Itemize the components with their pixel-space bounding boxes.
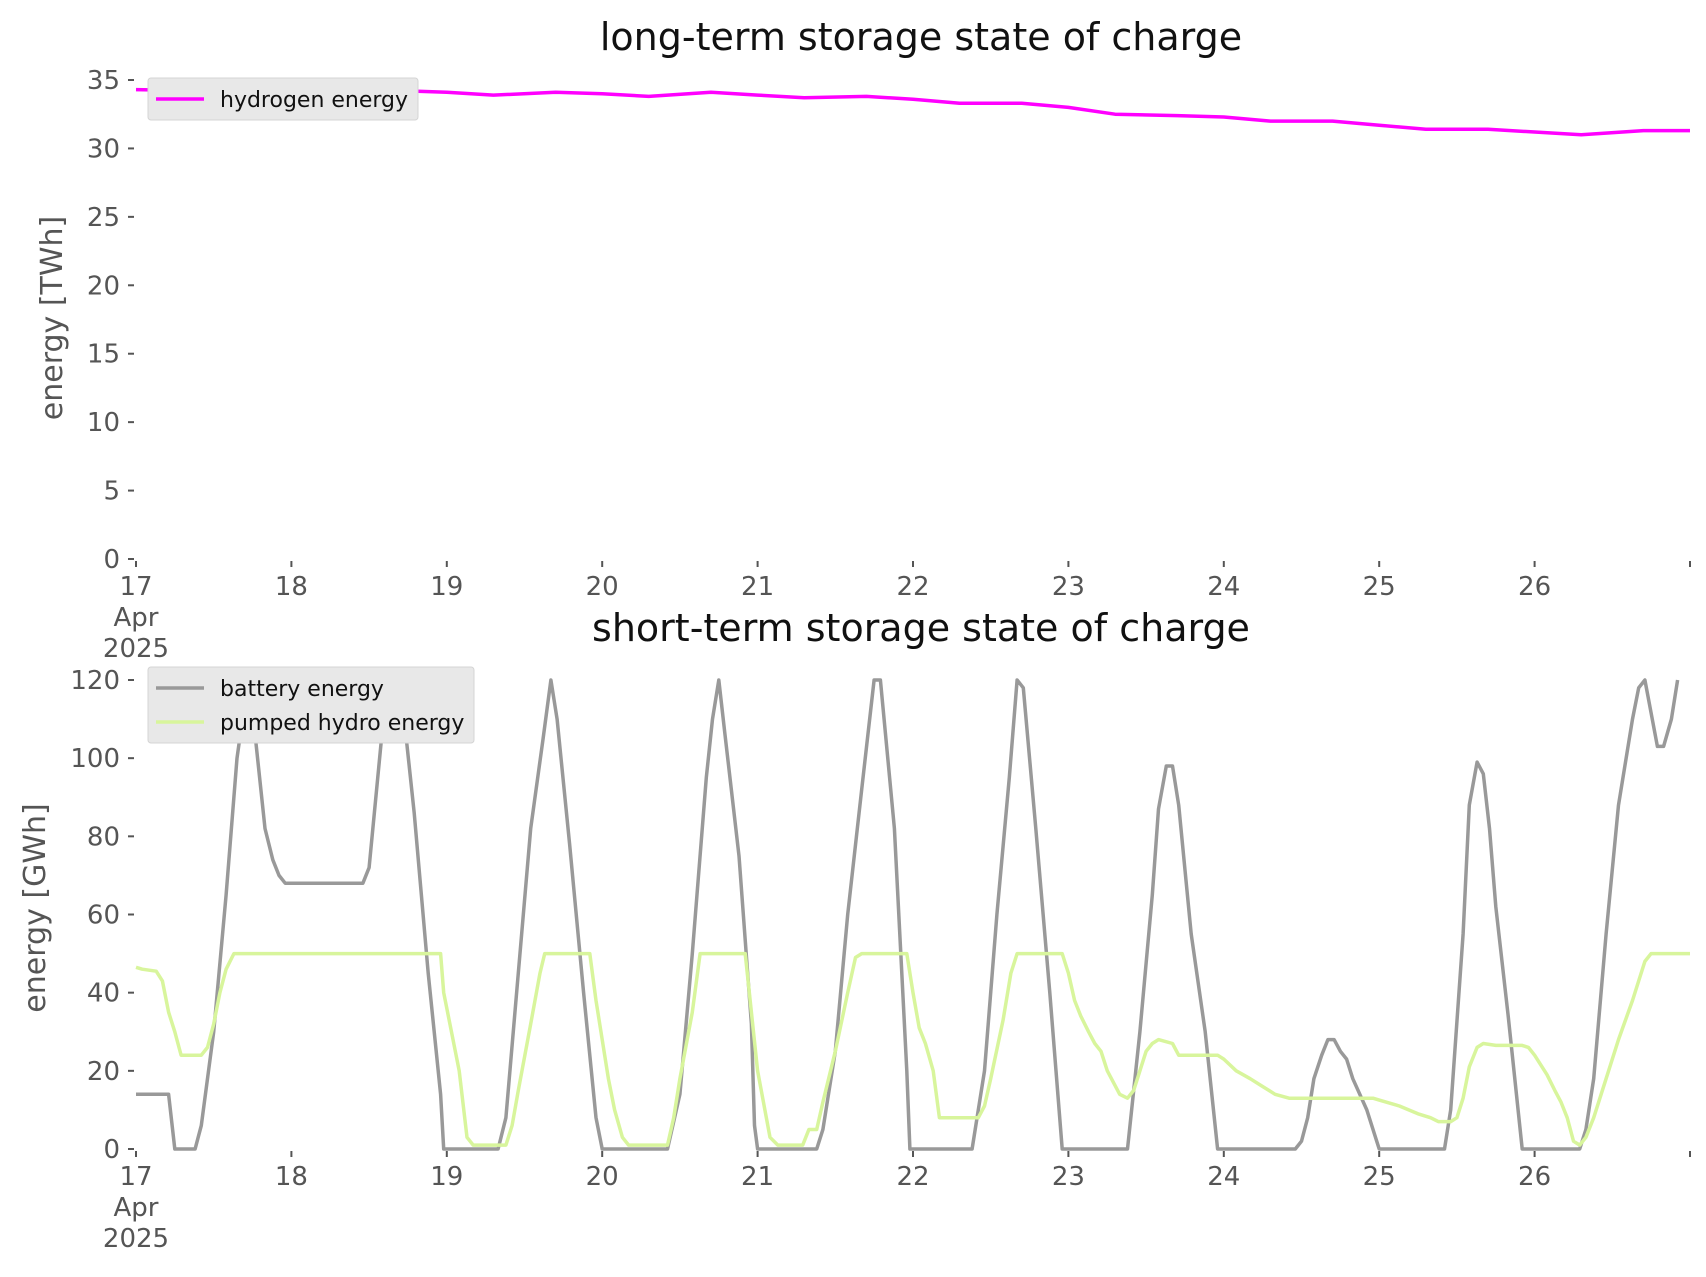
x-tick-label: 21 bbox=[741, 572, 774, 602]
x-tick-label: 25 bbox=[1363, 572, 1396, 602]
x-tick-label: 22 bbox=[896, 572, 929, 602]
x-tick-label: 20 bbox=[586, 572, 619, 602]
x-tick-label-line: 19 bbox=[430, 572, 463, 602]
y-tick-label: 20 bbox=[87, 271, 120, 301]
y-axis-ticks: 0 5 10 15 20 25 30 35 bbox=[87, 66, 134, 575]
x-tick-label-line: 25 bbox=[1363, 572, 1396, 602]
y-axis-label: energy [TWh] bbox=[35, 216, 70, 420]
y-axis-ticks: 0 20 40 60 80 100 120 bbox=[70, 666, 134, 1165]
legend-box bbox=[147, 77, 419, 121]
x-axis-ticks: 17 Apr 2025 18 19 20 21 22 23 24 25 26 bbox=[103, 561, 1691, 664]
x-tick-label: 18 bbox=[275, 1162, 308, 1192]
y-tick-label: 60 bbox=[87, 901, 120, 931]
x-tick-label-line: 23 bbox=[1052, 1162, 1085, 1192]
x-tick-label: 20 bbox=[586, 1162, 619, 1192]
series-line bbox=[135, 87, 1690, 137]
x-tick-label-line: 19 bbox=[430, 1162, 463, 1192]
series-line bbox=[135, 951, 1690, 1147]
x-tick-label-line: 24 bbox=[1207, 572, 1240, 602]
y-tick-label: 35 bbox=[87, 66, 120, 96]
x-tick-label: 26 bbox=[1518, 1162, 1551, 1192]
x-tick-label-line: 22 bbox=[896, 572, 929, 602]
x-tick-label-line: 25 bbox=[1363, 1162, 1396, 1192]
legend-entry: pumped hydro energy bbox=[220, 711, 464, 736]
y-tick-label: 20 bbox=[87, 1057, 120, 1087]
y-tick-label: 15 bbox=[87, 340, 120, 370]
x-tick-label: 18 bbox=[275, 572, 308, 602]
y-tick-label: 30 bbox=[87, 134, 120, 164]
x-tick-label: 17 Apr 2025 bbox=[103, 572, 169, 664]
x-tick-label-line: 2025 bbox=[103, 1224, 169, 1254]
x-tick-label: 19 bbox=[430, 1162, 463, 1192]
x-tick-label: 21 bbox=[741, 1162, 774, 1192]
series-lines bbox=[135, 87, 1690, 137]
y-tick-label: 80 bbox=[87, 822, 120, 852]
x-tick-label-line: 23 bbox=[1052, 572, 1085, 602]
y-axis-label: energy [GWh] bbox=[18, 803, 53, 1012]
x-tick-label-line: 24 bbox=[1207, 1162, 1240, 1192]
y-tick-label: 10 bbox=[87, 408, 120, 438]
x-tick-label-line: 17 bbox=[119, 1162, 152, 1192]
x-tick-label-line: 22 bbox=[896, 1162, 929, 1192]
x-tick-label-line: Apr bbox=[114, 603, 159, 633]
x-tick-label-line: 26 bbox=[1518, 572, 1551, 602]
x-axis-ticks: 17 Apr 2025 18 19 20 21 22 23 24 25 26 bbox=[103, 1151, 1691, 1254]
x-tick-label-line: Apr bbox=[114, 1193, 159, 1223]
x-tick-label: 25 bbox=[1363, 1162, 1396, 1192]
x-tick-label: 23 bbox=[1052, 572, 1085, 602]
x-tick-label-line: 18 bbox=[275, 1162, 308, 1192]
y-tick-label: 0 bbox=[103, 1135, 120, 1165]
y-tick-label: 25 bbox=[87, 203, 120, 233]
legend-box bbox=[147, 666, 475, 744]
series-line bbox=[136, 678, 1680, 1151]
x-tick-label-line: 17 bbox=[119, 572, 152, 602]
x-tick-label-line: 20 bbox=[586, 572, 619, 602]
chart-title: short-term storage state of charge bbox=[592, 606, 1250, 650]
legend-entry: hydrogen energy bbox=[220, 88, 408, 113]
series-lines bbox=[135, 678, 1690, 1151]
y-tick-label: 120 bbox=[70, 666, 120, 696]
x-tick-label: 24 bbox=[1207, 1162, 1240, 1192]
y-tick-label: 5 bbox=[103, 477, 120, 507]
y-tick-label: 40 bbox=[87, 979, 120, 1009]
x-tick-label: 17 Apr 2025 bbox=[103, 1162, 169, 1254]
x-tick-label: 22 bbox=[896, 1162, 929, 1192]
chart-title: long-term storage state of charge bbox=[600, 15, 1242, 59]
x-tick-label-line: 20 bbox=[586, 1162, 619, 1192]
x-tick-label: 19 bbox=[430, 572, 463, 602]
x-tick-label: 26 bbox=[1518, 572, 1551, 602]
x-tick-label-line: 26 bbox=[1518, 1162, 1551, 1192]
y-tick-label: 0 bbox=[103, 545, 120, 575]
x-tick-label: 24 bbox=[1207, 572, 1240, 602]
x-tick-label-line: 21 bbox=[741, 572, 774, 602]
y-tick-label: 100 bbox=[70, 744, 120, 774]
legend-entry: battery energy bbox=[220, 677, 384, 702]
short-term-storage-chart: short-term storage state of charge energ… bbox=[18, 606, 1691, 1254]
long-term-storage-chart: long-term storage state of charge energy… bbox=[35, 15, 1691, 664]
legend: battery energy pumped hydro energy bbox=[147, 666, 475, 744]
x-tick-label-line: 21 bbox=[741, 1162, 774, 1192]
x-tick-label-line: 18 bbox=[275, 572, 308, 602]
x-tick-label: 23 bbox=[1052, 1162, 1085, 1192]
x-tick-label-line: 2025 bbox=[103, 634, 169, 664]
legend: hydrogen energy bbox=[147, 77, 419, 121]
